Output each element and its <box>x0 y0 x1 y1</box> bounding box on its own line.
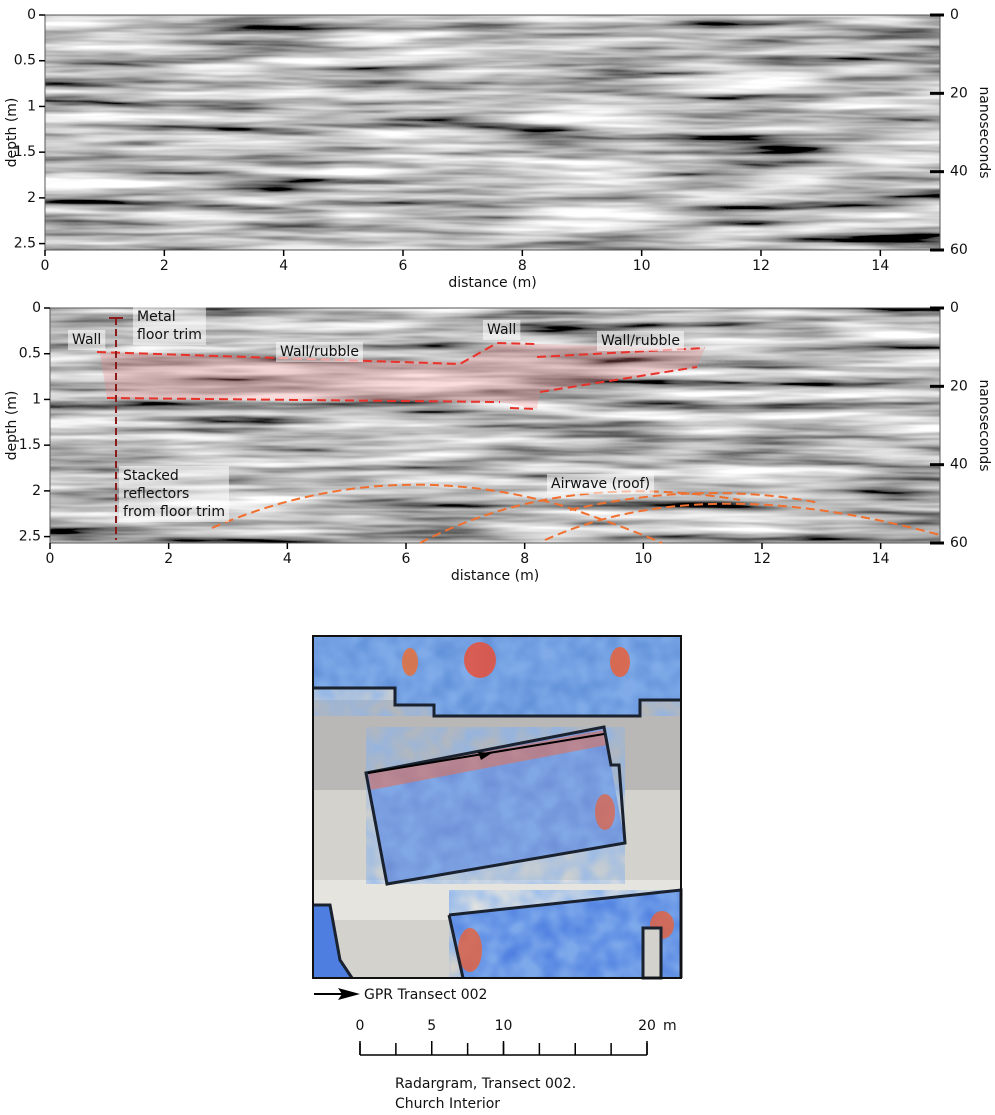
y-tick-label: 2 <box>27 190 36 206</box>
x-tick-label: 0 <box>46 551 55 567</box>
x-tick-label: 2 <box>164 551 173 567</box>
annotation-text: Wall/rubble <box>601 333 680 349</box>
x-tick-label: 10 <box>634 551 652 567</box>
y-tick-label: 1.5 <box>14 144 36 160</box>
x-tick-label: 14 <box>872 551 890 567</box>
annotation-text: Stacked <box>123 468 179 484</box>
y-tick-label: 1 <box>27 98 36 114</box>
interpretation-overlay <box>96 317 941 544</box>
plot-frame <box>44 14 941 251</box>
y-tick-label: 0 <box>27 7 36 23</box>
y-tick-label: 0 <box>32 300 41 316</box>
y2-axis-label: nanoseconds <box>976 86 992 178</box>
x-tick-label: 6 <box>399 258 408 274</box>
x-tick-label: 4 <box>279 258 288 274</box>
annotation-text: from floor trim <box>123 504 225 520</box>
annotation-text: reflectors <box>123 486 189 502</box>
annotation-background <box>68 330 106 350</box>
annotation-background <box>276 342 363 362</box>
y2-tick-label: 60 <box>950 242 968 258</box>
radargram-image <box>45 15 940 250</box>
y-axis-label: depth (m) <box>4 98 20 168</box>
x-tick-label: 2 <box>160 258 169 274</box>
y2-tick-label: 0 <box>950 7 959 23</box>
y-tick-label: 0.5 <box>19 346 41 362</box>
y-tick-label: 2 <box>32 483 41 499</box>
x-tick-label: 8 <box>518 258 527 274</box>
scale-bar-label: 20 <box>638 1018 656 1034</box>
x-tick-label: 14 <box>871 258 889 274</box>
y2-tick-label: 40 <box>950 164 968 180</box>
y2-tick-label: 60 <box>950 535 968 551</box>
radargram-panel: 0 2 4 6 8 10 12 14 0 0.5 1 1.5 2 2.5 0 20 40 60 distance (… <box>4 7 992 291</box>
y2-tick-label: 0 <box>950 300 959 316</box>
annotation-text: Metal <box>137 309 176 325</box>
x-tick-label: 4 <box>283 551 292 567</box>
x-tick-label: 12 <box>753 551 771 567</box>
annotation-text: Airwave (roof) <box>551 476 650 492</box>
scale-bar-label: 0 <box>356 1018 365 1034</box>
x-tick-label: 10 <box>633 258 651 274</box>
scale-bar-label: 10 <box>495 1018 513 1034</box>
annotation-background <box>547 474 655 494</box>
x-tick-label: 8 <box>520 551 529 567</box>
annotation-text: floor trim <box>137 327 202 343</box>
y-tick-label: 1 <box>32 391 41 407</box>
y2-tick-label: 20 <box>950 378 968 394</box>
scale-bar-unit: m <box>663 1018 677 1034</box>
x-axis-label: distance (m) <box>448 275 536 291</box>
y2-tick-label: 20 <box>950 85 968 101</box>
x-tick-label: 0 <box>41 258 50 274</box>
x-axis-label: distance (m) <box>451 568 539 584</box>
y-tick-label: 1.5 <box>19 437 41 453</box>
plot-frame <box>49 307 941 544</box>
site-map <box>312 635 683 1000</box>
annotation-text: Wall/rubble <box>280 344 359 360</box>
y-tick-label: 2.5 <box>19 529 41 545</box>
caption: Church Interior <box>395 1096 500 1112</box>
y2-tick-label: 40 <box>950 457 968 473</box>
map-legend: GPR Transect 002 <box>364 987 487 1003</box>
scale-bar-label: 5 <box>427 1018 436 1034</box>
x-tick-label: 6 <box>402 551 411 567</box>
annotation-background <box>119 466 229 522</box>
annotation-background <box>133 307 206 345</box>
y2-axis-label: nanoseconds <box>976 379 992 471</box>
y-axis-label: depth (m) <box>4 391 20 461</box>
annotation-background <box>483 320 521 340</box>
x-tick-label: 12 <box>752 258 770 274</box>
y-tick-label: 0.5 <box>14 53 36 69</box>
annotation-text: Wall <box>487 322 516 338</box>
caption: Radargram, Transect 002. <box>395 1076 576 1092</box>
annotation-text: Wall <box>72 332 101 348</box>
annotation-background <box>597 331 684 351</box>
y-tick-label: 2.5 <box>14 236 36 252</box>
